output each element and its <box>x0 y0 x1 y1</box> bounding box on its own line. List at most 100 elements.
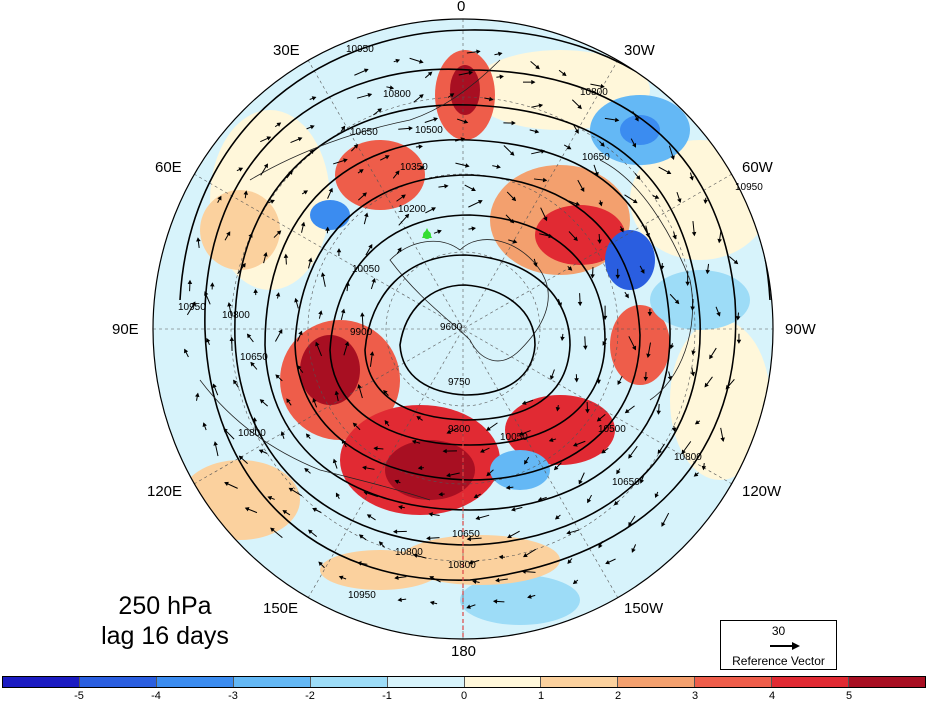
wind-vector-head <box>369 351 375 356</box>
wind-vector-head <box>672 234 677 240</box>
event-marker <box>422 228 432 239</box>
wind-vector-head <box>598 543 603 549</box>
lon-label-180: 180 <box>451 643 477 660</box>
wind-vector-head <box>270 199 275 204</box>
wind-vector-head <box>359 169 364 174</box>
wind-vector-head <box>437 229 442 234</box>
wind-vector-head <box>212 383 217 389</box>
wind-vector-head <box>639 478 645 484</box>
wind-vector-head <box>334 390 340 396</box>
lon-label-0: 0 <box>457 0 466 15</box>
wind-vector-head <box>229 336 235 342</box>
wind-vector-head <box>537 496 543 502</box>
reference-vector-value: 30 <box>771 624 786 638</box>
wind-vector-head <box>444 184 449 189</box>
colorbar-swatch <box>772 677 850 687</box>
colorbar-swatch <box>156 677 234 687</box>
wind-vector-head <box>669 344 675 350</box>
wind-vector-head <box>631 548 636 553</box>
colorbar-tick-label: 2 <box>614 690 622 702</box>
wind-vector-head <box>276 122 282 127</box>
lon-label-120w: 120W <box>742 483 782 500</box>
colorbar-tick-label: -2 <box>305 690 315 702</box>
wind-vector-head <box>632 345 637 351</box>
wind-vector-head <box>427 71 433 77</box>
wind-vector-head <box>472 579 477 584</box>
lon-label-30w: 30W <box>624 42 655 59</box>
colorbar-swatch <box>310 677 388 687</box>
wind-vector-head <box>343 158 348 163</box>
wind-vector-head <box>596 379 601 385</box>
colorbar-tick-label: 4 <box>768 690 776 702</box>
wind-vector-head <box>717 238 722 244</box>
wind-vector-head <box>577 301 583 307</box>
wind-vector-head <box>404 213 410 219</box>
wind-vector-head <box>567 266 573 271</box>
wind-vector-head <box>366 514 372 519</box>
wind-vector-head <box>656 410 661 415</box>
wind-vector-head <box>575 201 581 206</box>
contour-label-10500b: 10500 <box>598 424 626 435</box>
wind-vector-head <box>716 311 721 317</box>
wind-vector-head <box>305 433 311 439</box>
wind-vector-head <box>288 487 294 492</box>
contour-label-10650a: 10650 <box>350 127 378 138</box>
wind-vector-head <box>590 274 595 279</box>
wind-vector-head <box>578 479 583 485</box>
contour-label-10650b: 10650 <box>582 152 610 163</box>
wind-vector-head <box>476 49 481 55</box>
wind-vector-head <box>691 350 696 356</box>
colorbar <box>2 676 926 688</box>
wind-vector-head <box>533 262 538 267</box>
contour-label-10050b: 10050 <box>500 432 528 443</box>
wind-vectors <box>184 49 742 609</box>
wind-vector-head <box>543 216 548 222</box>
colorbar-tick-label: -1 <box>382 690 392 702</box>
wind-vector-head <box>733 259 739 265</box>
wind-vector-head <box>226 231 231 237</box>
wind-vector-head <box>666 169 672 174</box>
coastlines <box>199 59 693 501</box>
wind-vector-head <box>471 186 476 192</box>
wind-vector-head <box>488 96 494 102</box>
wind-vector-head <box>677 198 682 203</box>
wind-vector-head <box>674 299 680 305</box>
wind-vector-head <box>195 392 200 398</box>
wind-vector-head <box>511 120 516 126</box>
wind-vector-head <box>690 371 696 377</box>
wind-vector-head <box>671 427 677 433</box>
wind-vector-head <box>278 329 283 334</box>
wind-vector-head <box>258 449 264 454</box>
lon-label-60w: 60W <box>742 159 773 176</box>
wind-vector-head <box>377 108 382 113</box>
wind-vector-head <box>397 597 402 602</box>
lon-label-120e: 120E <box>147 483 183 500</box>
wind-vector-head <box>507 534 512 539</box>
colorbar-swatch <box>849 677 926 687</box>
contour-label-9300a: 9300 <box>448 424 471 435</box>
wind-vector-head <box>362 192 367 197</box>
wind-vector-head <box>223 428 228 433</box>
wind-vector-head <box>580 187 585 193</box>
wind-vector-head <box>634 116 639 122</box>
wind-vector-head <box>475 515 481 521</box>
wind-vector-head <box>244 507 250 512</box>
wind-vector-head <box>704 382 709 388</box>
wind-vector-head <box>615 274 621 280</box>
wind-vector-head <box>567 559 572 565</box>
wind-vector-head <box>358 534 364 539</box>
lon-label-60e: 60E <box>155 159 182 176</box>
wind-vector-head <box>204 291 209 296</box>
wind-vector-head <box>429 576 435 581</box>
wind-vector-head <box>521 569 526 574</box>
wind-vector-head <box>511 196 517 202</box>
wind-vector-head <box>486 471 491 477</box>
wind-vector-head <box>557 302 562 307</box>
wind-vector-head <box>560 336 565 342</box>
wind-vector-head <box>395 58 401 64</box>
wind-vector-head <box>206 337 211 343</box>
contour-label-10350a: 10350 <box>400 162 428 173</box>
wind-vector-head <box>184 348 189 354</box>
wind-vector-head <box>270 527 275 533</box>
